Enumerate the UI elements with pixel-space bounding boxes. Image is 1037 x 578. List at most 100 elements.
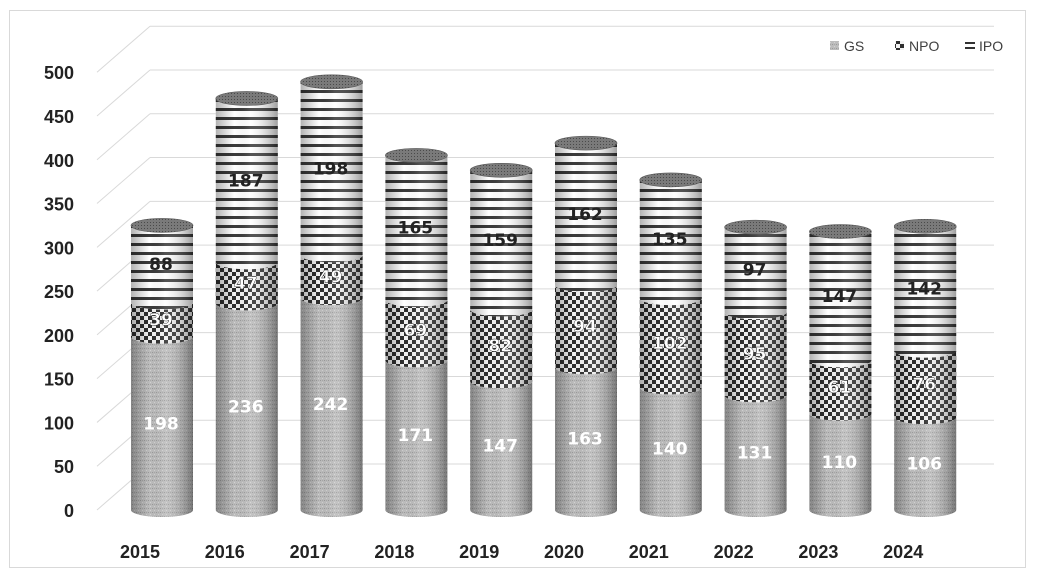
bar-shading [894, 350, 957, 425]
data-label-ipo: 159 [482, 231, 518, 251]
data-label-ipo: 187 [228, 171, 264, 191]
bar-shading [470, 309, 533, 389]
y-tick-label: 300 [44, 238, 74, 258]
bar-shading [131, 225, 193, 310]
legend-label: IPO [979, 38, 1003, 54]
data-label-gs: 171 [398, 426, 434, 446]
data-label-gs: 242 [313, 395, 349, 415]
bar-shading [724, 312, 787, 403]
bar-shading [131, 336, 193, 517]
data-label-ipo: 162 [567, 205, 603, 225]
x-tick-label: 2020 [544, 542, 584, 562]
data-label-npo: 49 [319, 268, 343, 288]
bar-shading [385, 155, 448, 307]
bar-top-cap [300, 74, 363, 90]
data-label-gs: 147 [482, 437, 518, 457]
bar-top-cap [893, 219, 957, 234]
data-label-ipo: 142 [906, 279, 942, 299]
legend-item-npo: NPO [895, 38, 939, 54]
bar-2019 [469, 162, 533, 517]
x-tick-label: 2018 [374, 542, 414, 562]
bar-top-cap [469, 162, 533, 178]
data-labels: 198 39 88 236 47 187 242 49 198 171 69 165 147 82 159 1… [143, 160, 942, 475]
bar-2017 [300, 74, 363, 517]
y-tick-label: 150 [44, 370, 74, 390]
gridline-diagonal [96, 25, 151, 73]
bar-top-cap [724, 219, 787, 235]
x-axis: 2015 2016 2017 2018 2019 2020 2021 2022 2023 2024 [120, 542, 923, 562]
data-label-npo: 102 [652, 334, 688, 354]
bar-shading [809, 360, 872, 421]
bar-2018 [385, 148, 448, 517]
bar-2023 [809, 224, 872, 517]
data-label-ipo: 165 [398, 219, 434, 239]
legend-label: GS [844, 38, 864, 54]
legend-swatch [895, 41, 904, 50]
y-tick-label: 350 [44, 195, 74, 215]
bar-2016 [215, 91, 279, 517]
bar-shading [639, 387, 702, 517]
y-tick-label: 500 [44, 63, 74, 83]
legend-label: NPO [909, 38, 939, 54]
y-tick-label: 100 [44, 413, 74, 433]
data-label-gs: 131 [737, 444, 773, 464]
data-label-gs: 236 [228, 398, 264, 418]
data-label-npo: 94 [573, 317, 597, 337]
y-tick-label: 50 [54, 457, 74, 477]
x-tick-label: 2022 [714, 542, 754, 562]
bar-shading [300, 298, 363, 517]
bar-shading [724, 227, 787, 320]
bar-shading [470, 381, 533, 517]
data-label-npo: 95 [743, 345, 767, 365]
bar-top-cap [130, 218, 194, 233]
bar-shading [385, 299, 448, 368]
legend: GS NPO IPO [830, 38, 1003, 54]
data-label-npo: 39 [149, 311, 173, 331]
y-tick-label: 0 [64, 501, 74, 521]
bar-top-cap [639, 172, 703, 188]
x-tick-label: 2019 [459, 542, 499, 562]
x-tick-label: 2023 [798, 542, 838, 562]
bar-shading [724, 395, 787, 517]
y-tick-label: 250 [44, 282, 74, 302]
data-label-npo: 61 [828, 378, 852, 398]
data-label-ipo: 88 [149, 255, 173, 275]
bar-shading [894, 417, 957, 517]
bar-shading [385, 360, 448, 517]
bar-shading [555, 367, 617, 517]
x-tick-label: 2017 [290, 542, 330, 562]
legend-swatch [830, 41, 839, 50]
bars [130, 74, 957, 517]
legend-swatch [965, 42, 975, 49]
bar-top-cap [215, 91, 279, 106]
bar-2022 [724, 219, 787, 517]
gridline-diagonal [96, 200, 151, 248]
legend-item-ipo: IPO [965, 38, 1003, 54]
bar-top-cap [385, 148, 448, 163]
x-tick-label: 2015 [120, 542, 160, 562]
gridline-diagonal [96, 157, 151, 204]
bar-shading [300, 81, 363, 263]
data-label-gs: 163 [567, 430, 603, 450]
data-label-gs: 198 [143, 414, 179, 434]
x-tick-label: 2024 [883, 542, 923, 562]
y-tick-label: 200 [44, 326, 74, 346]
data-label-npo: 69 [404, 321, 428, 341]
data-label-gs: 110 [822, 453, 858, 473]
gridline-diagonal [96, 69, 151, 117]
bar-shading [215, 262, 278, 311]
data-label-ipo: 97 [743, 261, 767, 281]
bar-top-cap [809, 224, 872, 239]
data-label-ipo: 135 [652, 230, 688, 250]
bar-shading [555, 143, 617, 292]
legend-item-gs: GS [830, 38, 864, 54]
data-label-gs: 140 [652, 440, 688, 460]
bar-shading [809, 413, 872, 517]
bar-shading [215, 303, 278, 517]
x-tick-label: 2016 [205, 542, 245, 562]
data-label-gs: 106 [906, 455, 942, 475]
bar-2021 [639, 172, 703, 517]
bar-shading [215, 98, 278, 270]
bar-shading [639, 179, 702, 306]
bar-shading [300, 255, 363, 306]
